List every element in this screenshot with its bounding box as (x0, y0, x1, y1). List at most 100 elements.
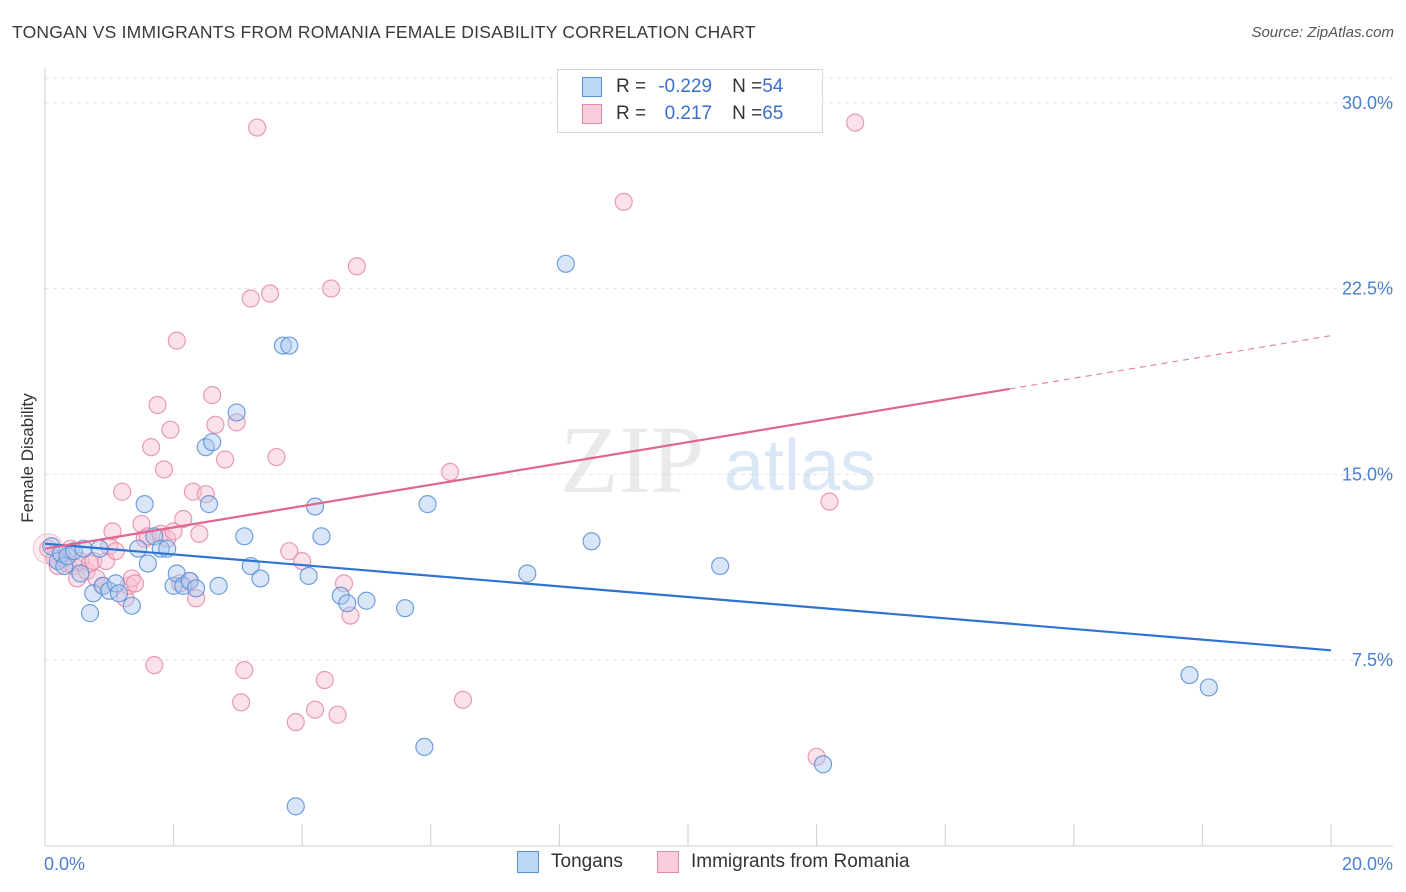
legend-item-tongans: Tongans (517, 851, 623, 873)
tongan-point (199, 495, 219, 514)
tongan-point (299, 566, 318, 586)
axes (44, 68, 1393, 847)
romania-point (286, 713, 305, 732)
tongan-point (135, 495, 154, 514)
x-tick-label-max: 20.0% (1342, 854, 1393, 874)
romania-point (232, 693, 251, 712)
tongan-point (395, 599, 415, 618)
tick-labels: 7.5% 15.0% 22.5% 30.0% 0.0% 20.0% (44, 93, 1393, 874)
y-tick-label: 7.5% (1352, 650, 1393, 670)
tongans-swatch (582, 77, 602, 97)
romania-trend-line (44, 387, 1010, 550)
tongan-point (203, 433, 222, 452)
chart-title: TONGAN VS IMMIGRANTS FROM ROMANIA FEMALE… (12, 22, 756, 42)
tongan-point (138, 554, 157, 573)
n-label: N = (732, 103, 763, 124)
tongan-point (187, 579, 206, 598)
romania-point (125, 574, 145, 593)
n-label: N = (732, 76, 763, 97)
romania-trend-line-extension (1009, 335, 1332, 390)
r-value: 0.217 (664, 103, 713, 124)
tongan-point (71, 564, 90, 583)
tongan-point (286, 797, 305, 816)
tongan-point (711, 556, 730, 576)
series-legend: Tongans Immigrants from Romania (0, 851, 1406, 877)
tongan-point (235, 527, 254, 546)
romania-point (103, 522, 122, 541)
romania-point (190, 524, 209, 543)
romania-point (807, 747, 826, 766)
tongan-point (227, 403, 246, 422)
tongan-point (418, 495, 437, 514)
tongan-point (109, 584, 129, 603)
legend-item-romania: Immigrants from Romania (657, 851, 910, 873)
romania-point (187, 589, 206, 608)
legend-row-tongans: R = -0.229 N = 54 (582, 74, 783, 100)
romania-point (267, 447, 286, 467)
n-value: 65 (762, 103, 784, 124)
romania-point (614, 192, 633, 211)
tongan-point (331, 586, 350, 605)
romania-point (167, 331, 186, 350)
watermark: ZIP atlas (560, 406, 876, 513)
romania-point (260, 284, 280, 303)
romania-point (145, 656, 164, 675)
source-label: Source: ZipAtlas.com (1251, 24, 1394, 41)
watermark-atlas: atlas (724, 426, 876, 506)
tongan-point (180, 571, 199, 591)
romania-point (141, 438, 161, 457)
tongan-point (122, 596, 141, 615)
legend-label-tongans: Tongans (551, 851, 623, 872)
y-axis-label: Female Disability (18, 393, 37, 523)
tongan-point (280, 336, 299, 355)
tongan-point (1199, 678, 1218, 697)
romania-point (148, 395, 167, 415)
romania-point (215, 450, 235, 469)
tongan-point (305, 497, 325, 516)
trend-lines (44, 335, 1332, 652)
y-tick-label: 30.0% (1342, 93, 1393, 113)
x-tick-label-min: 0.0% (44, 854, 85, 874)
romania-legend-swatch (657, 851, 679, 873)
tongan-point (129, 539, 148, 558)
romania-point (440, 462, 460, 482)
romania-point (241, 289, 260, 308)
romania-point (227, 413, 246, 432)
romania-point (174, 509, 193, 529)
romania-point (206, 415, 225, 434)
tongan-point (312, 527, 331, 546)
legend-row-romania: R = 0.217 N = 65 (582, 101, 783, 127)
romania-point (68, 569, 87, 588)
correlation-legend: R = -0.229 N = 54 R = 0.217 N = 65 (557, 69, 823, 133)
tongan-point (209, 576, 228, 595)
romania-point (347, 257, 366, 276)
romania-point (280, 542, 299, 561)
romania-point (248, 118, 267, 137)
romania-point (322, 279, 341, 298)
tongan-point (518, 564, 537, 583)
romania-point (154, 460, 174, 479)
tongan-point (55, 556, 74, 576)
y-tick-label: 15.0% (1342, 464, 1393, 484)
tongan-point (415, 737, 434, 757)
n-value: 54 (762, 76, 784, 97)
tongan-point (357, 591, 376, 610)
tongan-point (582, 532, 601, 551)
tongans-legend-swatch (517, 851, 539, 873)
romania-point (235, 661, 254, 680)
legend-label-romania: Immigrants from Romania (691, 851, 910, 872)
r-value: -0.229 (658, 76, 713, 97)
tongan-point (338, 594, 357, 613)
romania-point (820, 492, 839, 511)
romania-point (315, 670, 334, 690)
series-tongans-points (42, 254, 1218, 816)
tongan-point (106, 574, 125, 593)
r-label: R = (616, 76, 647, 97)
tongan-point (1180, 665, 1199, 685)
romania-point (203, 386, 222, 405)
tongan-point (556, 254, 575, 273)
romania-point (161, 420, 180, 439)
tongans-trend-line (44, 542, 1332, 652)
tongan-point (80, 604, 100, 623)
